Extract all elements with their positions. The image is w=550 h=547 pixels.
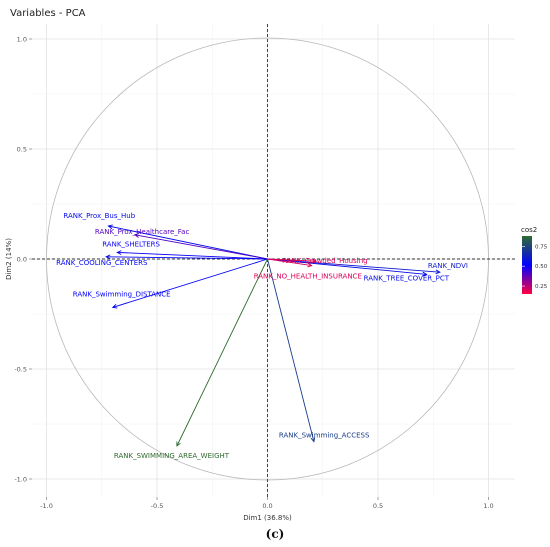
y-tick-label: 1.0 — [17, 35, 27, 43]
variable-label: RANK_NO_HEALTH_INSURANCE — [254, 273, 362, 281]
variable-label: RANK_Prox_Bus_Hub — [63, 212, 135, 220]
legend-tick-label: 0.50 — [535, 264, 548, 270]
x-tick-label: -0.5 — [151, 502, 164, 510]
variable-label: RANK_TREE_COVER_PCT — [364, 274, 450, 282]
variable-arrow — [267, 258, 312, 267]
variable-arrows — [105, 224, 441, 447]
y-tick-label: -1.0 — [14, 475, 27, 483]
figure-caption: (c) — [266, 527, 285, 541]
legend-tick-label: 0.25 — [535, 284, 548, 290]
legend-title: cos2 — [521, 226, 537, 234]
variable-arrow-head — [105, 254, 111, 260]
y-axis-label: Dim2 (14%) — [5, 238, 13, 280]
variable-arrow — [117, 251, 268, 260]
plot-panel — [32, 24, 515, 497]
variable-arrow-head — [310, 437, 316, 443]
y-tick-label: 0.5 — [17, 145, 27, 153]
variable-label: RANK_Swimming_DISTANCE — [73, 290, 171, 298]
variable-label: RANK_Prox_Healthcare_Fac — [95, 228, 190, 236]
y-axis-ticks: -1.0 -0.5 0.0 0.5 1.0 — [14, 35, 32, 483]
variable-labels: RANK_Prox_Bus_Hub RANK_Prox_Healthcare_Fa… — [56, 212, 468, 460]
variable-arrow-head — [311, 258, 318, 264]
variable-arrow-head — [176, 441, 181, 447]
cos2-legend: cos2 0.75 0.50 0.25 — [521, 226, 548, 294]
variable-label: RANK_NDVI — [428, 262, 468, 270]
variable-arrow — [112, 258, 268, 308]
chart-title: Variables - PCA — [10, 8, 86, 19]
x-axis-label: Dim1 (36.8%) — [243, 514, 292, 522]
variable-arrow — [267, 258, 315, 442]
variable-arrow — [134, 234, 268, 260]
variable-arrow — [176, 258, 268, 447]
variable-arrow-head — [307, 262, 313, 268]
y-tick-label: -0.5 — [14, 365, 27, 373]
x-tick-label: 0.0 — [262, 502, 272, 510]
variable-arrow-head — [422, 271, 428, 277]
legend-ticks: 0.75 0.50 0.25 — [522, 244, 548, 290]
variable-label: RANK_COOLING_CENTERS — [56, 259, 148, 267]
x-tick-label: 0.5 — [373, 502, 383, 510]
variable-arrow-head — [435, 269, 441, 275]
x-tick-label: -1.0 — [40, 502, 53, 510]
variable-arrow-head — [111, 303, 118, 309]
variable-arrow — [106, 256, 268, 260]
legend-tick-label: 0.75 — [535, 244, 548, 250]
variable-label: RANK_Crowded_Housing — [282, 257, 367, 265]
variable-arrow-head — [133, 233, 140, 238]
legend-colorbar — [522, 236, 532, 294]
variable-arrow — [267, 258, 317, 262]
x-tick-label: 1.0 — [483, 502, 493, 510]
variable-label: RANK_Swimming_ACCESS — [279, 432, 370, 440]
variable-arrow-head — [116, 250, 122, 255]
x-axis-ticks: -1.0 -0.5 0.0 0.5 1.0 — [40, 497, 494, 510]
y-tick-label: 0.0 — [17, 255, 27, 263]
variable-arrow — [108, 225, 268, 260]
variable-arrow — [267, 258, 427, 275]
variable-label: RANK_SHELTERS — [102, 240, 160, 248]
variable-arrow — [267, 258, 440, 273]
variable-label: RANK_SWIMMING_AREA_WEIGHT — [114, 452, 230, 460]
variable-arrow-head — [107, 224, 113, 230]
